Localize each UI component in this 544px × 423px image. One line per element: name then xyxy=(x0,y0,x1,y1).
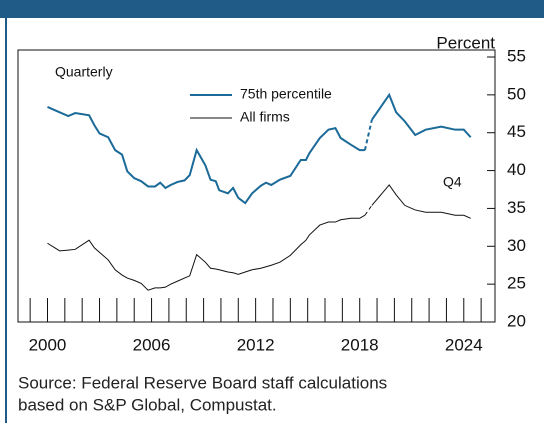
y-tick-label: 20 xyxy=(507,311,526,330)
header-band xyxy=(0,0,544,18)
x-tick-label: 2024 xyxy=(445,335,483,354)
break-connector xyxy=(364,205,373,216)
series-line xyxy=(47,92,472,205)
plot-frame xyxy=(17,49,496,323)
y-tick-label: 30 xyxy=(507,236,526,255)
x-tick-label: 2018 xyxy=(341,335,379,354)
y-tick-label: 35 xyxy=(507,198,526,217)
legend-label: All firms xyxy=(240,109,290,125)
y-tick-label: 50 xyxy=(507,84,526,103)
x-tick-label: 2012 xyxy=(237,335,275,354)
unit-label: Percent xyxy=(436,33,495,52)
legend-label: 75th percentile xyxy=(240,86,332,102)
source-line: Source: Federal Reserve Board staff calc… xyxy=(18,373,387,392)
q4-label: Q4 xyxy=(443,174,462,190)
y-tick-label: 40 xyxy=(507,160,526,179)
y-tick-label: 25 xyxy=(507,274,526,293)
y-tick-label: 55 xyxy=(507,46,526,65)
source-line: based on S&P Global, Compustat. xyxy=(18,395,277,414)
x-tick-label: 2000 xyxy=(29,335,67,354)
break-connector xyxy=(363,119,373,151)
x-tick-label: 2006 xyxy=(133,335,171,354)
series-line xyxy=(47,184,471,291)
y-tick-label: 45 xyxy=(507,122,526,141)
frequency-label: Quarterly xyxy=(55,64,113,80)
